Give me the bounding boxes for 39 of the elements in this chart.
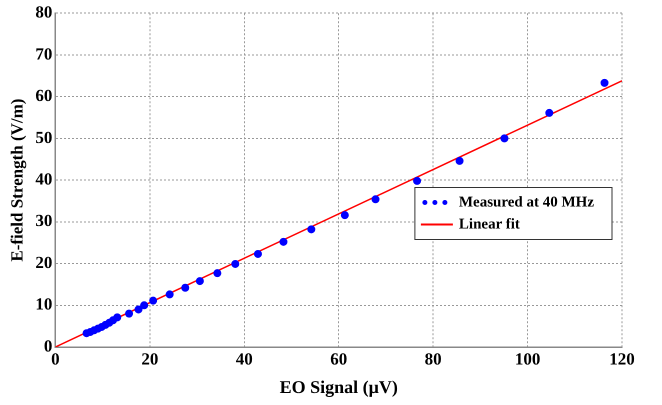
y-tick-label: 40 xyxy=(35,169,52,188)
point xyxy=(140,301,148,310)
legend-label: Linear fit xyxy=(458,216,520,232)
x-tick-label: 20 xyxy=(141,350,158,369)
point xyxy=(166,290,174,298)
point xyxy=(254,250,262,258)
point xyxy=(500,134,508,142)
point xyxy=(456,156,464,165)
y-tick-label: 20 xyxy=(35,252,52,272)
point xyxy=(134,305,142,314)
point xyxy=(149,296,158,305)
y-tick-label: 60 xyxy=(35,86,52,106)
point xyxy=(372,195,380,204)
point xyxy=(231,260,240,268)
point xyxy=(213,269,222,278)
y-tick-label: 0 xyxy=(44,336,52,356)
y-tick-label: 70 xyxy=(35,44,52,64)
point xyxy=(413,176,422,185)
x-tick-label: 60 xyxy=(330,350,348,369)
x-tick-label: 100 xyxy=(514,350,540,369)
point xyxy=(181,284,190,292)
point xyxy=(545,108,554,117)
y-tick-label: 50 xyxy=(35,128,52,147)
x-axis-title: EO Signal (μV) xyxy=(280,376,398,397)
point xyxy=(196,277,204,286)
point xyxy=(307,225,316,234)
y-tick-label: 80 xyxy=(35,2,52,22)
x-tick-label: 40 xyxy=(236,350,253,369)
y-axis-title: E-field Strength (V/m) xyxy=(8,98,27,262)
x-tick-label: 80 xyxy=(424,350,442,369)
x-tick-label: 120 xyxy=(609,350,635,369)
point xyxy=(340,211,349,220)
point xyxy=(125,310,134,318)
point xyxy=(600,78,609,87)
point xyxy=(113,313,122,322)
y-tick-label: 10 xyxy=(35,294,52,314)
point xyxy=(279,238,288,246)
legend-label: Measured at 40 MHz xyxy=(458,194,594,210)
y-tick-label: 30 xyxy=(35,211,52,230)
